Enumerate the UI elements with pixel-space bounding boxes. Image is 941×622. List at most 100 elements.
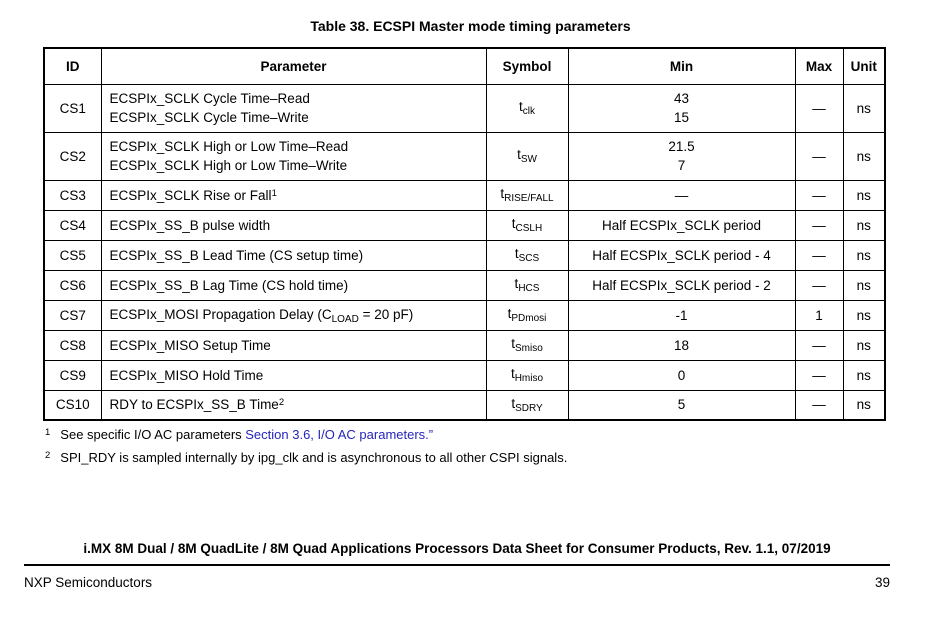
section-link[interactable]: Section 3.6, I/O AC parameters.”	[245, 427, 434, 442]
cell-id: CS10	[43, 389, 102, 421]
cell-max: —	[794, 209, 844, 241]
table-row: CS7 ECSPIx_MOSI Propagation Delay (CLOAD …	[43, 299, 886, 331]
table-row: CS6 ECSPIx_SS_B Lag Time (CS hold time) tH…	[43, 269, 886, 301]
footnotes: 1 See specific I/O AC parameters Section …	[45, 427, 941, 465]
cell-unit: ns	[842, 269, 886, 301]
cell-max: —	[794, 389, 844, 421]
table-row: CS8 ECSPIx_MISO Setup Time tSmiso 18— ns	[43, 329, 886, 361]
symbol-subscript: SW	[520, 154, 537, 165]
symbol-subscript: RISE/FALL	[504, 193, 554, 204]
cell-max: 1	[794, 299, 844, 331]
cell-id: CS6	[43, 269, 102, 301]
cell-id: CS1	[43, 83, 102, 133]
cell-min: —	[567, 179, 796, 211]
symbol-subscript: SCS	[518, 253, 540, 264]
cell-min: 21.5 7	[567, 131, 796, 181]
cell-parameter: ECSPIx_SCLK Cycle Time–Read ECSPIx_SCLK C…	[100, 83, 487, 133]
table-row: CS9 ECSPIx_MISO Hold Time tHmiso 0— ns	[43, 359, 886, 391]
cell-unit: ns	[842, 329, 886, 361]
table-row: CS5 ECSPIx_SS_B Lead Time (CS setup time)…	[43, 239, 886, 271]
timing-table: ID Parameter Symbol Min Max Unit CS1 ECSP…	[43, 47, 886, 421]
cell-symbol: tSW	[485, 131, 569, 181]
cell-parameter: ECSPIx_SCLK High or Low Time–Read ECSPIx_…	[100, 131, 487, 181]
cell-min: 18	[567, 329, 796, 361]
cell-symbol: tHmiso	[485, 359, 569, 391]
cell-symbol: tSDRY	[485, 389, 569, 421]
cell-unit: ns	[842, 299, 886, 331]
col-header-id: ID	[43, 47, 102, 85]
footnote-text: SPI_RDY is sampled internally by ipg_clk…	[60, 450, 568, 465]
cell-max: —	[794, 329, 844, 361]
cell-min: 5	[567, 389, 796, 421]
col-header-unit: Unit	[842, 47, 886, 85]
cell-symbol: tSmiso	[485, 329, 569, 361]
cell-max: —	[794, 179, 844, 211]
page-footer: i.MX 8M Dual / 8M QuadLite / 8M Quad App…	[24, 541, 890, 590]
footer-doc-title: i.MX 8M Dual / 8M QuadLite / 8M Quad App…	[83, 541, 831, 556]
cell-max: —	[794, 83, 844, 133]
footnote: 1 See specific I/O AC parameters Section …	[45, 427, 941, 442]
datasheet-page: Table 38. ECSPI Master mode timing param…	[0, 18, 941, 590]
cell-unit: ns	[842, 389, 886, 421]
table-row: CS3 ECSPIx_SCLK Rise or Fall1 tRISE/FALL — —…	[43, 179, 886, 211]
cell-symbol: tclk	[485, 83, 569, 133]
cell-max: —	[794, 131, 844, 181]
cell-parameter: ECSPIx_SCLK Rise or Fall1	[100, 179, 487, 211]
cell-unit: ns	[842, 131, 886, 181]
cell-symbol: tRISE/FALL	[485, 179, 569, 211]
footnote-ref: 2	[278, 397, 285, 409]
cell-min: Half ECSPIx_SCLK period - 4	[567, 239, 796, 271]
cell-unit: ns	[842, 179, 886, 211]
col-header-parameter: Parameter	[100, 47, 487, 85]
cell-id: CS9	[43, 359, 102, 391]
cell-parameter: ECSPIx_SS_B Lead Time (CS setup time)	[100, 239, 487, 271]
footnote-ref: 1	[271, 187, 277, 199]
symbol-subscript: Hmiso	[514, 373, 544, 384]
cell-id: CS4	[43, 209, 102, 241]
symbol-subscript: SDRY	[515, 402, 543, 414]
cell-parameter: ECSPIx_SS_B pulse width	[100, 209, 487, 241]
cell-max: —	[794, 269, 844, 301]
cell-parameter: ECSPIx_MISO Hold Time	[100, 359, 487, 391]
cell-unit: ns	[842, 83, 886, 133]
symbol-subscript: clk	[522, 106, 535, 117]
table-row: CS10 RDY to ECSPIx_SS_B Time2 tSDRY 5— ns	[43, 389, 886, 421]
col-header-max: Max	[794, 47, 844, 85]
symbol-subscript: PDmosi	[511, 313, 547, 324]
col-header-min: Min	[567, 47, 796, 85]
symbol-subscript: HCS	[518, 283, 540, 294]
cell-min: 0	[567, 359, 796, 391]
footnote-marker: 1	[45, 427, 51, 438]
table-row: CS4 ECSPIx_SS_B pulse width tCSLH Half ECSP…	[43, 209, 886, 241]
cell-unit: ns	[842, 359, 886, 391]
cell-unit: ns	[842, 209, 886, 241]
symbol-subscript: Smiso	[514, 343, 543, 354]
table-header-row: ID Parameter Symbol Min Max Unit	[43, 47, 886, 85]
table-row: CS2 ECSPIx_SCLK High or Low Time–Read ECSP…	[43, 131, 886, 181]
table-row: CS1 ECSPIx_SCLK Cycle Time–Read ECSPIx_SCL…	[43, 83, 886, 133]
cell-id: CS7	[43, 299, 102, 331]
footer-company: NXP Semiconductors	[24, 575, 153, 590]
cell-min: Half ECSPIx_SCLK period	[567, 209, 796, 241]
cell-parameter: ECSPIx_MOSI Propagation Delay (CLOAD = 2…	[100, 299, 487, 331]
cell-id: CS5	[43, 239, 102, 271]
cell-max: —	[794, 239, 844, 271]
footer-rule	[24, 564, 890, 566]
cell-symbol: tPDmosi	[485, 299, 569, 331]
symbol-subscript: CSLH	[515, 223, 543, 234]
cell-symbol: tSCS	[485, 239, 569, 271]
cell-max: —	[794, 359, 844, 391]
cell-symbol: tCSLH	[485, 209, 569, 241]
footer-row: NXP Semiconductors 39	[24, 575, 890, 590]
cell-min: 43 15	[567, 83, 796, 133]
footnote-text: See specific I/O AC parameters Section 3…	[60, 427, 434, 442]
cell-symbol: tHCS	[485, 269, 569, 301]
cell-id: CS3	[43, 179, 102, 211]
footer-page-number: 39	[874, 575, 890, 590]
footnote: 2 SPI_RDY is sampled internally by ipg_cl…	[45, 450, 941, 465]
timing-table-body: CS1 ECSPIx_SCLK Cycle Time–Read ECSPIx_SCL…	[43, 83, 886, 421]
cell-parameter: RDY to ECSPIx_SS_B Time2	[100, 389, 487, 421]
cell-parameter: ECSPIx_MISO Setup Time	[100, 329, 487, 361]
subscript: LOAD	[331, 314, 359, 325]
footnote-marker: 2	[45, 450, 51, 461]
